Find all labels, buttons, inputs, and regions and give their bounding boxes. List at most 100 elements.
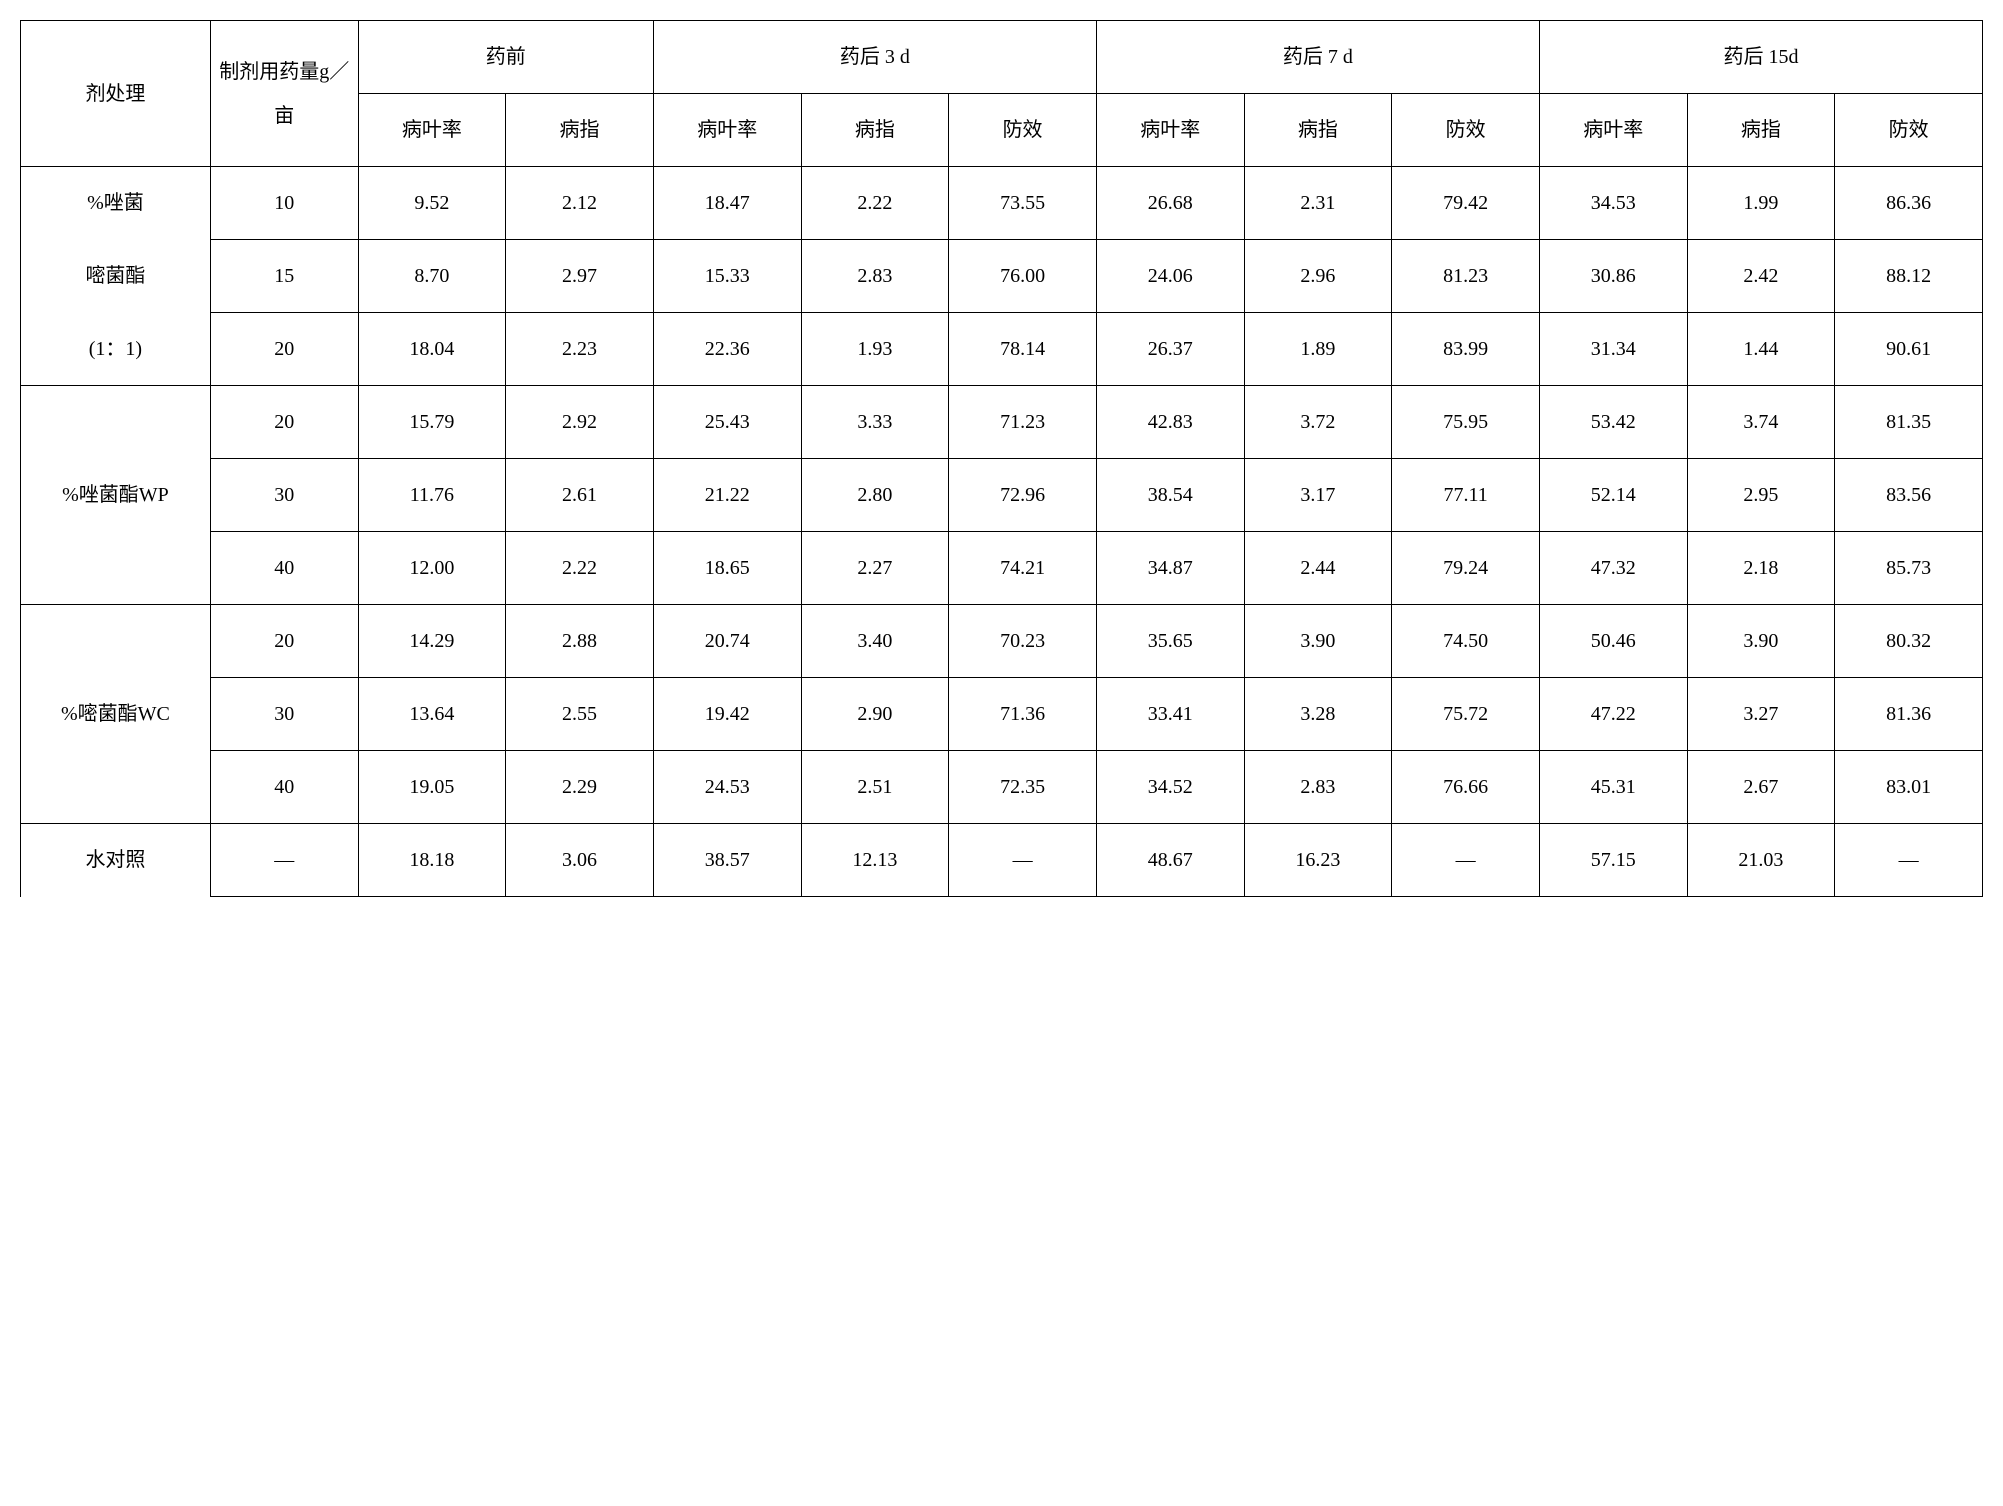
- data-cell: —: [1392, 824, 1540, 897]
- table-row: %嘧菌酯WC2014.292.8820.743.4070.2335.653.90…: [21, 605, 1983, 678]
- data-cell: 85.73: [1835, 532, 1983, 605]
- header-sub: 病指: [1687, 94, 1835, 167]
- header-sub: 病指: [1244, 94, 1392, 167]
- data-cell: 83.01: [1835, 751, 1983, 824]
- data-cell: 76.66: [1392, 751, 1540, 824]
- data-cell: 3.28: [1244, 678, 1392, 751]
- table-row: %唑菌109.522.1218.472.2273.5526.682.3179.4…: [21, 167, 1983, 240]
- dose-cell: 40: [210, 751, 358, 824]
- header-group-1: 药后 3 d: [653, 21, 1096, 94]
- data-cell: 3.17: [1244, 459, 1392, 532]
- data-cell: 2.97: [506, 240, 654, 313]
- header-group-0: 药前: [358, 21, 653, 94]
- data-cell: 78.14: [949, 313, 1097, 386]
- data-cell: 25.43: [653, 386, 801, 459]
- data-cell: 2.67: [1687, 751, 1835, 824]
- table-row: 3011.762.6121.222.8072.9638.543.1777.115…: [21, 459, 1983, 532]
- dose-cell: 15: [210, 240, 358, 313]
- header-group-2: 药后 7 d: [1096, 21, 1539, 94]
- data-cell: 1.89: [1244, 313, 1392, 386]
- header-sub: 病叶率: [1096, 94, 1244, 167]
- data-cell: 80.32: [1835, 605, 1983, 678]
- data-cell: 2.27: [801, 532, 949, 605]
- data-cell: 81.35: [1835, 386, 1983, 459]
- table-header: 剂处理 制剂用药量g／亩 药前 药后 3 d 药后 7 d 药后 15d 病叶率…: [21, 21, 1983, 167]
- data-cell: 81.23: [1392, 240, 1540, 313]
- data-cell: 2.31: [1244, 167, 1392, 240]
- data-cell: 33.41: [1096, 678, 1244, 751]
- data-cell: 38.57: [653, 824, 801, 897]
- data-cell: 12.00: [358, 532, 506, 605]
- data-cell: 90.61: [1835, 313, 1983, 386]
- data-cell: 38.54: [1096, 459, 1244, 532]
- data-cell: 45.31: [1539, 751, 1687, 824]
- data-cell: 21.03: [1687, 824, 1835, 897]
- data-cell: 26.68: [1096, 167, 1244, 240]
- data-cell: 53.42: [1539, 386, 1687, 459]
- treatment-cell: %唑菌: [21, 167, 211, 240]
- data-cell: 2.55: [506, 678, 654, 751]
- header-sub: 病指: [506, 94, 654, 167]
- data-cell: 81.36: [1835, 678, 1983, 751]
- data-cell: 79.42: [1392, 167, 1540, 240]
- data-cell: 2.22: [506, 532, 654, 605]
- data-cell: 18.65: [653, 532, 801, 605]
- data-cell: 72.96: [949, 459, 1097, 532]
- header-group-3: 药后 15d: [1539, 21, 1982, 94]
- data-cell: 22.36: [653, 313, 801, 386]
- data-cell: 34.52: [1096, 751, 1244, 824]
- data-cell: 11.76: [358, 459, 506, 532]
- data-cell: 3.74: [1687, 386, 1835, 459]
- data-cell: 12.13: [801, 824, 949, 897]
- data-cell: 3.27: [1687, 678, 1835, 751]
- data-cell: 2.83: [1244, 751, 1392, 824]
- header-sub: 防效: [949, 94, 1097, 167]
- data-cell: 20.74: [653, 605, 801, 678]
- data-cell: 18.04: [358, 313, 506, 386]
- data-cell: 2.61: [506, 459, 654, 532]
- data-cell: 2.23: [506, 313, 654, 386]
- data-cell: 77.11: [1392, 459, 1540, 532]
- data-cell: 18.18: [358, 824, 506, 897]
- data-cell: 83.99: [1392, 313, 1540, 386]
- treatment-cell: 嘧菌酯: [21, 240, 211, 313]
- data-cell: 35.65: [1096, 605, 1244, 678]
- data-cell: 1.99: [1687, 167, 1835, 240]
- header-sub: 病指: [801, 94, 949, 167]
- data-cell: 2.42: [1687, 240, 1835, 313]
- header-sub: 病叶率: [653, 94, 801, 167]
- table-body: %唑菌109.522.1218.472.2273.5526.682.3179.4…: [21, 167, 1983, 897]
- header-dose: 制剂用药量g／亩: [210, 21, 358, 167]
- data-cell: 72.35: [949, 751, 1097, 824]
- data-cell: 2.22: [801, 167, 949, 240]
- data-cell: 48.67: [1096, 824, 1244, 897]
- data-cell: 79.24: [1392, 532, 1540, 605]
- data-cell: 42.83: [1096, 386, 1244, 459]
- dose-cell: 40: [210, 532, 358, 605]
- data-cell: 21.22: [653, 459, 801, 532]
- data-cell: 1.93: [801, 313, 949, 386]
- data-cell: 15.33: [653, 240, 801, 313]
- data-cell: 9.52: [358, 167, 506, 240]
- data-cell: 3.33: [801, 386, 949, 459]
- data-cell: 1.44: [1687, 313, 1835, 386]
- data-cell: 3.06: [506, 824, 654, 897]
- data-cell: —: [1835, 824, 1983, 897]
- data-cell: 2.80: [801, 459, 949, 532]
- table-row: 4019.052.2924.532.5172.3534.522.8376.664…: [21, 751, 1983, 824]
- data-cell: 2.95: [1687, 459, 1835, 532]
- dose-cell: 20: [210, 386, 358, 459]
- data-cell: 3.90: [1244, 605, 1392, 678]
- table-row: (1：1)2018.042.2322.361.9378.1426.371.898…: [21, 313, 1983, 386]
- header-treatment: 剂处理: [21, 21, 211, 167]
- data-cell: 2.90: [801, 678, 949, 751]
- data-cell: 2.83: [801, 240, 949, 313]
- efficacy-table: 剂处理 制剂用药量g／亩 药前 药后 3 d 药后 7 d 药后 15d 病叶率…: [20, 20, 1983, 897]
- dose-cell: 30: [210, 678, 358, 751]
- data-cell: 19.42: [653, 678, 801, 751]
- data-cell: 50.46: [1539, 605, 1687, 678]
- data-cell: 3.90: [1687, 605, 1835, 678]
- data-cell: 74.21: [949, 532, 1097, 605]
- data-cell: 83.56: [1835, 459, 1983, 532]
- data-cell: 26.37: [1096, 313, 1244, 386]
